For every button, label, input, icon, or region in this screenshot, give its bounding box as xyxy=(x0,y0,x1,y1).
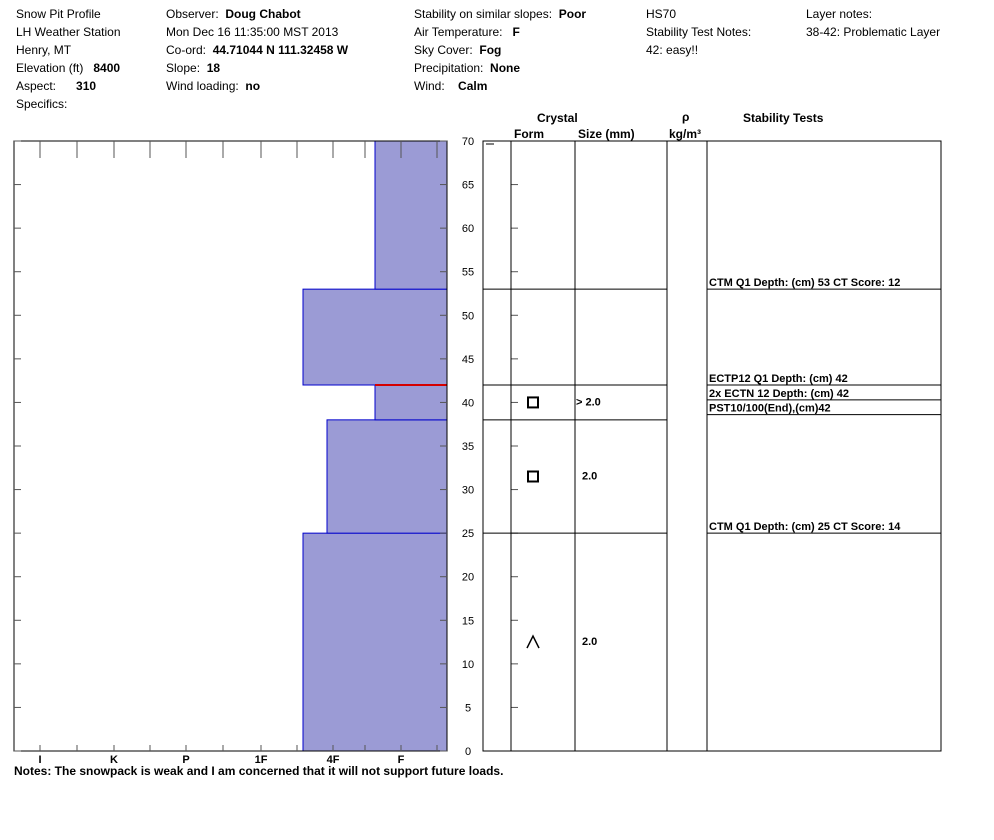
y-tick-label-60: 60 xyxy=(462,223,474,235)
y-tick-label-70: 70 xyxy=(462,136,474,148)
stability-test-label-4: CTM Q1 Depth: (cm) 25 CT Score: 14 xyxy=(709,521,901,533)
location: Henry, MT xyxy=(16,43,72,57)
profile-title: Snow Pit Profile xyxy=(16,7,101,21)
sky-cover: Sky Cover: Fog xyxy=(414,43,502,57)
coordinates: Co-ord: 44.71044 N 111.32458 W xyxy=(166,43,349,57)
crystal-size-1: 2.0 xyxy=(582,471,597,483)
y-tick-label-5: 5 xyxy=(465,702,471,714)
notes: Notes: The snowpack is weak and I am con… xyxy=(14,764,504,778)
crystal-caret-icon-2 xyxy=(526,634,540,649)
col-size: Size (mm) xyxy=(578,127,635,141)
y-tick-label-10: 10 xyxy=(462,659,474,671)
stability-test-label-0: CTM Q1 Depth: (cm) 53 CT Score: 12 xyxy=(709,277,900,289)
x-tick-label-I: I xyxy=(38,754,41,766)
elevation: Elevation (ft) 8400 xyxy=(16,61,121,75)
stability-test-label-3: PST10/100(End),(cm)42 xyxy=(709,403,831,415)
hardness-bar-3 xyxy=(302,288,448,386)
crystal-size-0: > 2.0 xyxy=(576,396,601,408)
crystal-square-icon-1 xyxy=(527,470,539,483)
stability-test-notes: 42: easy!! xyxy=(646,43,699,57)
y-tick-label-50: 50 xyxy=(462,310,474,322)
y-tick-label-35: 35 xyxy=(462,441,474,453)
y-tick-label-30: 30 xyxy=(462,485,474,497)
y-tick-label-20: 20 xyxy=(462,572,474,584)
aspect: Aspect: 310 xyxy=(16,79,97,93)
snow-height: HS70 xyxy=(646,7,677,21)
col-rho-unit: kg/m³ xyxy=(669,127,702,141)
layer-notes-label: Layer notes: xyxy=(806,7,873,21)
hardness-bar-2 xyxy=(374,384,448,421)
stability-test-label-1: ECTP12 Q1 Depth: (cm) 42 xyxy=(709,373,848,385)
col-rho: ρ xyxy=(682,110,690,124)
stability-test-label-2: 2x ECTN 12 Depth: (cm) 42 xyxy=(709,388,849,400)
y-tick-label-40: 40 xyxy=(462,397,474,409)
x-tick-label-K: K xyxy=(110,754,118,766)
y-tick-label-45: 45 xyxy=(462,354,474,366)
hardness-bar-1 xyxy=(326,419,448,534)
y-tick-label-25: 25 xyxy=(462,528,474,540)
hardness-bar-0 xyxy=(302,532,448,752)
crystal-square-icon-0 xyxy=(527,396,539,409)
x-tick-label-P: P xyxy=(182,754,189,766)
crystal-size-2: 2.0 xyxy=(582,636,597,648)
y-tick-label-55: 55 xyxy=(462,267,474,279)
col-stability-tests: Stability Tests xyxy=(743,111,824,125)
x-tick-label-1F: 1F xyxy=(255,754,268,766)
hardness-bar-4 xyxy=(374,140,448,290)
wind-loading: Wind loading: no xyxy=(166,79,261,93)
table-frame xyxy=(482,140,942,752)
x-tick-label-F: F xyxy=(398,754,405,766)
layer-notes: 38-42: Problematic Layer xyxy=(806,25,941,39)
specifics: Specifics: xyxy=(16,97,68,111)
stability-test-notes-label: Stability Test Notes: xyxy=(646,25,752,39)
station-name: LH Weather Station xyxy=(16,25,121,39)
air-temperature: Air Temperature: F xyxy=(414,25,520,39)
wind: Wind: Calm xyxy=(414,79,488,93)
datetime: Mon Dec 16 11:35:00 MST 2013 xyxy=(166,25,339,39)
stability-similar-slopes: Stability on similar slopes: Poor xyxy=(414,7,587,21)
x-tick-label-4F: 4F xyxy=(327,754,340,766)
y-tick-label-0: 0 xyxy=(465,746,471,758)
slope: Slope: 18 xyxy=(166,61,221,75)
observer: Observer: Doug Chabot xyxy=(166,7,301,21)
col-crystal: Crystal xyxy=(537,111,578,125)
y-tick-label-65: 65 xyxy=(462,180,474,192)
precipitation: Precipitation: None xyxy=(414,61,521,75)
y-tick-label-15: 15 xyxy=(462,615,474,627)
col-form: Form xyxy=(514,127,544,141)
